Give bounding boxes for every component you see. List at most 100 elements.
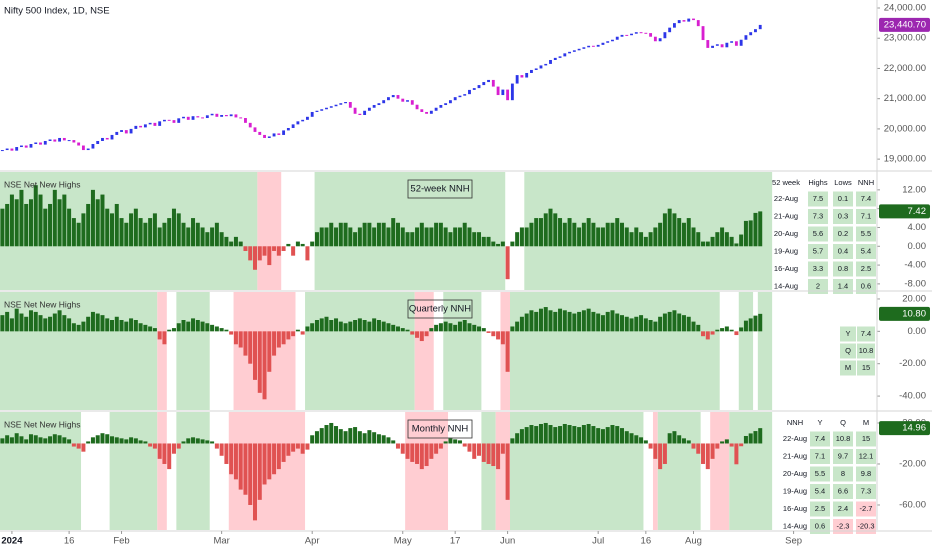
bar xyxy=(210,227,215,247)
candle xyxy=(77,142,81,146)
bar xyxy=(529,425,534,444)
bar xyxy=(43,438,48,444)
bar xyxy=(119,320,124,332)
candle xyxy=(673,23,676,28)
y-tick-label: 0.00 xyxy=(908,326,927,337)
bar xyxy=(639,232,644,247)
table-header: NNH xyxy=(858,178,874,187)
bar xyxy=(720,328,725,332)
candle xyxy=(491,79,495,87)
table-cell xyxy=(808,261,828,277)
bar xyxy=(519,429,524,444)
table-cell xyxy=(810,519,830,534)
bar xyxy=(357,227,362,247)
bar xyxy=(362,433,367,444)
bar xyxy=(162,222,167,247)
last-value-box xyxy=(879,17,930,32)
bar xyxy=(343,431,348,444)
bar xyxy=(739,443,744,447)
bar xyxy=(434,324,439,332)
bar xyxy=(262,246,267,256)
table-cell xyxy=(808,191,828,207)
bar xyxy=(52,313,57,332)
bar xyxy=(167,329,172,332)
candle xyxy=(734,41,738,46)
bar xyxy=(214,222,219,247)
bar xyxy=(667,208,672,247)
candle xyxy=(620,34,624,37)
candle xyxy=(615,36,619,40)
candle xyxy=(115,131,119,135)
bar xyxy=(510,438,515,444)
candle xyxy=(143,124,147,128)
table-cell xyxy=(833,466,853,482)
bar xyxy=(548,425,553,444)
bar xyxy=(276,331,281,348)
bar xyxy=(391,324,396,332)
pane-title: NSE Net New Highs xyxy=(4,419,81,429)
bar xyxy=(591,311,596,332)
bar xyxy=(410,443,415,462)
table-cell xyxy=(857,360,875,376)
bar xyxy=(205,440,210,444)
candle xyxy=(506,89,510,101)
y-tick-label: 12.00 xyxy=(902,184,926,195)
table-cell xyxy=(833,209,853,224)
bar xyxy=(95,313,100,332)
candle xyxy=(153,122,157,126)
bar xyxy=(367,321,372,332)
background-shade xyxy=(0,412,82,530)
bar xyxy=(376,434,381,444)
bar xyxy=(90,311,95,332)
candle xyxy=(39,142,42,145)
table-value: 7.4 xyxy=(861,194,871,203)
bar xyxy=(252,443,257,521)
bar xyxy=(314,320,319,332)
bar xyxy=(67,439,72,444)
candle xyxy=(544,63,548,66)
bar xyxy=(701,331,706,337)
candle xyxy=(134,125,138,129)
bar xyxy=(558,308,563,332)
bar xyxy=(0,315,5,332)
bar xyxy=(152,328,157,332)
bar xyxy=(672,310,677,332)
candle xyxy=(296,121,300,125)
candle xyxy=(596,44,600,47)
bar xyxy=(734,243,739,247)
table-cell xyxy=(856,261,876,277)
table-cell xyxy=(856,431,876,447)
bar xyxy=(677,313,682,332)
candle xyxy=(387,97,390,101)
bar xyxy=(143,324,148,332)
bar xyxy=(424,443,429,467)
bar xyxy=(138,218,143,247)
bar xyxy=(100,315,105,332)
bar xyxy=(52,434,57,444)
bar xyxy=(262,331,267,400)
candle xyxy=(196,116,200,118)
bar xyxy=(71,218,76,247)
bar xyxy=(534,218,539,247)
table-header: Lows xyxy=(834,178,852,187)
bar xyxy=(67,318,72,332)
bar xyxy=(629,232,634,247)
bar xyxy=(448,323,453,332)
bar xyxy=(272,443,277,475)
bar xyxy=(395,443,400,449)
bar xyxy=(353,427,358,444)
bar xyxy=(519,227,524,247)
bar xyxy=(419,443,424,470)
candle xyxy=(606,41,610,43)
bar xyxy=(620,315,625,332)
candle xyxy=(234,114,238,118)
annotation-box xyxy=(407,299,473,319)
candle xyxy=(201,117,204,119)
bar xyxy=(186,227,191,247)
bar xyxy=(329,222,334,247)
candle xyxy=(72,140,76,143)
bar xyxy=(553,213,558,247)
candle xyxy=(348,102,352,108)
bar xyxy=(248,246,253,261)
